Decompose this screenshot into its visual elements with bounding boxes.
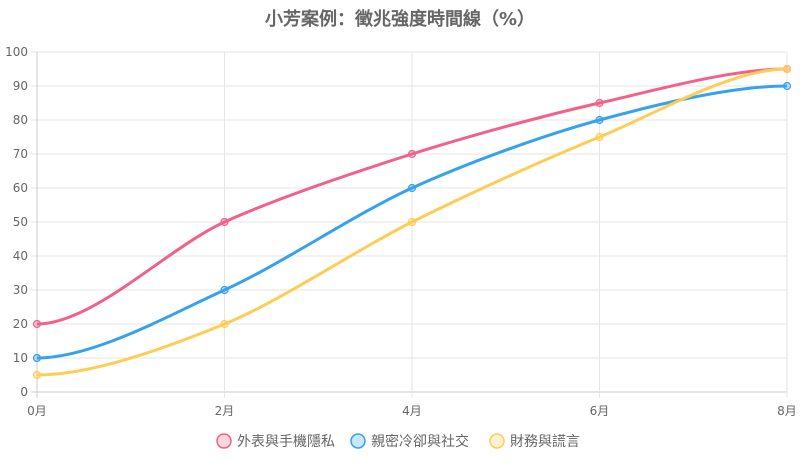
y-tick-label: 90 <box>13 79 28 93</box>
y-tick-label: 50 <box>13 215 28 229</box>
data-point <box>595 132 604 142</box>
data-point <box>32 353 42 363</box>
legend-marker-2 <box>489 433 505 449</box>
data-point <box>32 370 42 380</box>
y-tick-label: 70 <box>13 147 28 161</box>
series-line-1 <box>36 84 788 360</box>
data-point <box>782 81 792 91</box>
data-point <box>407 149 417 159</box>
data-point <box>595 115 604 125</box>
y-tick-label: 0 <box>20 385 28 399</box>
legend-label-0: 外表與手機隱私 <box>237 434 335 450</box>
y-tick-label: 30 <box>13 283 28 297</box>
x-tick-label: 8月 <box>777 404 797 418</box>
legend-label-1: 親密冷卻與社交 <box>371 433 469 450</box>
x-tick-label: 6月 <box>590 404 610 418</box>
x-tick-label: 4月 <box>402 404 422 418</box>
legend-label-2: 財務與謊言 <box>510 433 580 450</box>
data-point <box>407 217 417 227</box>
data-point <box>220 217 229 227</box>
legend-marker-1 <box>350 433 366 449</box>
data-point <box>782 64 792 74</box>
y-tick-label: 60 <box>13 181 28 195</box>
data-point <box>32 319 42 329</box>
data-point <box>220 319 229 329</box>
data-point <box>595 98 604 108</box>
chart-title: 小芳案例：徵兆強度時間線（%） <box>265 8 535 30</box>
y-tick-label: 80 <box>13 113 28 127</box>
data-point <box>407 183 417 193</box>
x-tick-label: 0月 <box>27 404 47 418</box>
series-line-2 <box>36 67 788 377</box>
y-tick-label: 10 <box>13 351 28 365</box>
x-tick-label: 2月 <box>215 404 235 418</box>
y-tick-label: 100 <box>5 45 28 59</box>
series-line-0 <box>36 67 788 326</box>
data-point <box>220 285 229 295</box>
y-tick-label: 20 <box>13 317 28 331</box>
y-tick-label: 40 <box>13 249 28 263</box>
legend-marker-0 <box>216 433 232 449</box>
